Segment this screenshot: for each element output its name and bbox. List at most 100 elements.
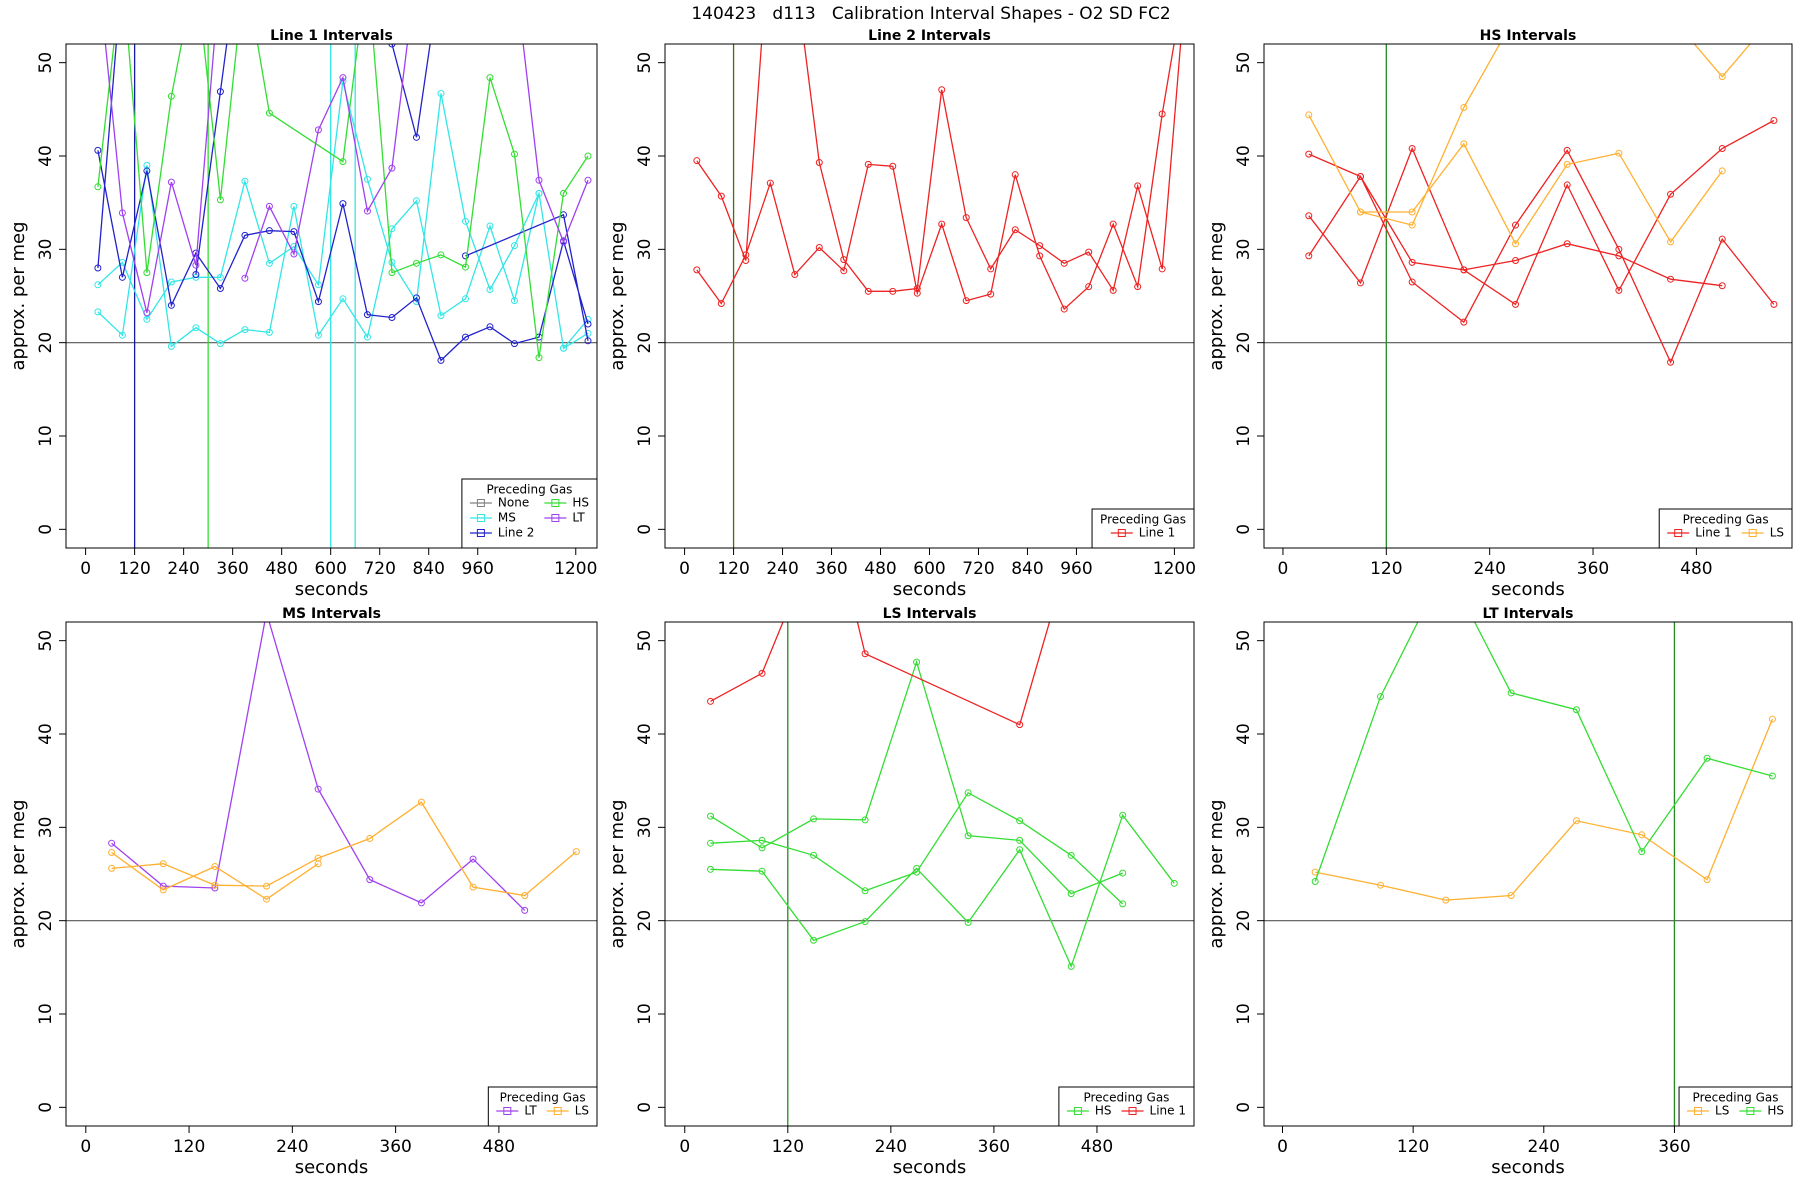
- legend-item: LT: [544, 511, 585, 525]
- point: [693, 266, 701, 274]
- series-line: [104, 44, 589, 313]
- panel: LT Intervals 0 120 240 360 0 10 20 30 40 50 seconds…: [1206, 606, 1793, 1178]
- point: [693, 157, 701, 165]
- point: [1158, 110, 1166, 118]
- point: [167, 278, 175, 286]
- point: [1563, 146, 1571, 154]
- point: [143, 309, 151, 317]
- legend-label: MS: [498, 511, 516, 525]
- point: [1770, 117, 1778, 125]
- point: [192, 324, 200, 332]
- panel: Line 1 Intervals 0 120 240 360 480 600 720 840 96…: [8, 28, 598, 600]
- point: [1016, 817, 1024, 825]
- point: [469, 855, 477, 863]
- legend-label: HS: [1767, 1104, 1784, 1118]
- legend-box: [1678, 1086, 1793, 1127]
- point: [211, 881, 219, 889]
- legend-item: Line 2: [469, 526, 534, 540]
- point: [1460, 318, 1468, 326]
- point: [560, 344, 568, 352]
- point: [437, 356, 445, 364]
- point: [159, 886, 167, 894]
- point: [815, 243, 823, 251]
- legend-label: Line 2: [498, 526, 534, 540]
- x-axis-label: seconds: [1491, 1157, 1565, 1178]
- point: [913, 868, 921, 876]
- y-tick-label: 0: [36, 524, 56, 535]
- x-axis-label: seconds: [295, 579, 369, 600]
- point: [339, 74, 347, 82]
- x-tick-label: 1200: [1153, 559, 1196, 579]
- legend-item: MS: [469, 511, 516, 525]
- y-tick-label: 0: [635, 1102, 655, 1113]
- x-tick-label: 0: [1278, 559, 1289, 579]
- point: [94, 146, 102, 154]
- point: [1305, 212, 1313, 220]
- point: [437, 251, 445, 259]
- legend-label: Line 1: [1139, 526, 1175, 540]
- point: [314, 298, 322, 306]
- point: [1119, 811, 1127, 819]
- point: [339, 158, 347, 166]
- point: [510, 340, 518, 348]
- x-tick-label: 240: [1473, 559, 1505, 579]
- legend-item: HS: [544, 496, 589, 510]
- series-line: [111, 622, 526, 911]
- point: [412, 294, 420, 302]
- point: [461, 252, 469, 260]
- y-tick-label: 20: [1234, 910, 1254, 932]
- point: [1460, 266, 1468, 274]
- x-tick-label: 840: [1011, 559, 1043, 579]
- series-line: [111, 801, 577, 900]
- point: [192, 271, 200, 279]
- point: [584, 337, 592, 345]
- y-tick-label: 10: [635, 1003, 655, 1025]
- point: [1036, 242, 1044, 250]
- point: [1356, 208, 1364, 216]
- point: [521, 906, 529, 914]
- point: [1460, 103, 1468, 111]
- legend-title: Preceding Gas: [1683, 513, 1769, 527]
- y-tick-label: 20: [36, 910, 56, 932]
- point: [314, 126, 322, 134]
- plot-area: [66, 622, 597, 922]
- legend-label: Line 1: [1695, 526, 1731, 540]
- panel: MS Intervals 0 120 240 360 480 0 10 20 30 40 50 seco…: [8, 606, 598, 1178]
- point: [192, 261, 200, 269]
- point: [840, 256, 848, 264]
- point: [1667, 238, 1675, 246]
- y-tick-label: 40: [635, 723, 655, 745]
- point: [314, 331, 322, 339]
- point: [584, 320, 592, 328]
- series-line: [696, 44, 1182, 311]
- x-tick-label: 480: [483, 1137, 515, 1157]
- y-tick-label: 20: [36, 332, 56, 354]
- point: [810, 936, 818, 944]
- point: [1067, 962, 1075, 970]
- panel-title: Line 1 Intervals: [270, 28, 393, 44]
- point: [861, 887, 869, 895]
- point: [94, 183, 102, 191]
- point: [461, 295, 469, 303]
- point: [143, 269, 151, 277]
- x-tick-label: 0: [80, 559, 91, 579]
- legend-box: [1658, 508, 1793, 549]
- point: [1703, 754, 1711, 762]
- point: [290, 243, 298, 251]
- point: [363, 311, 371, 319]
- point: [263, 895, 271, 903]
- point: [1016, 836, 1024, 844]
- point: [987, 265, 995, 273]
- point: [265, 202, 273, 210]
- point: [1667, 275, 1675, 283]
- point: [1507, 689, 1515, 697]
- panel-title: MS Intervals: [282, 606, 381, 622]
- point: [339, 295, 347, 303]
- point: [412, 133, 420, 141]
- point: [94, 264, 102, 272]
- point: [864, 160, 872, 168]
